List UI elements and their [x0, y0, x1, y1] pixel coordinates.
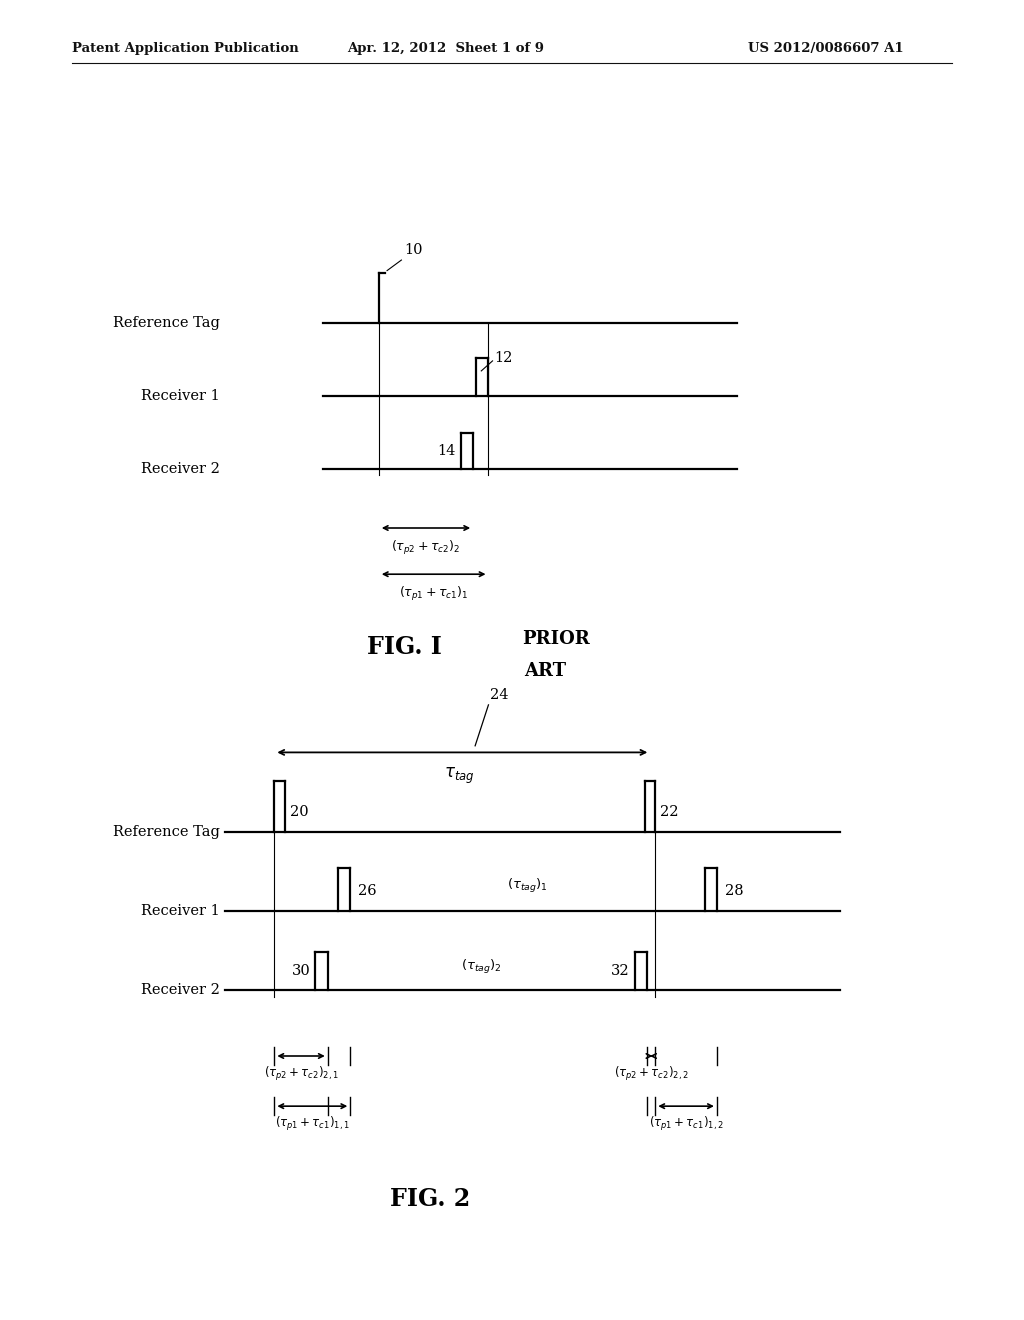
Text: PRIOR: PRIOR — [522, 630, 590, 648]
Text: 28: 28 — [725, 883, 743, 898]
Text: 22: 22 — [660, 804, 679, 818]
Text: Apr. 12, 2012  Sheet 1 of 9: Apr. 12, 2012 Sheet 1 of 9 — [347, 42, 544, 55]
Text: $(\tau_{p2}+\tau_{c2})_{2,2}$: $(\tau_{p2}+\tau_{c2})_{2,2}$ — [614, 1065, 688, 1084]
Text: $(\tau_{p1}+\tau_{c1})_1$: $(\tau_{p1}+\tau_{c1})_1$ — [399, 585, 468, 603]
Text: $(\tau_{p1}+\tau_{c1})_{1,2}$: $(\tau_{p1}+\tau_{c1})_{1,2}$ — [649, 1115, 723, 1134]
Text: 20: 20 — [290, 804, 308, 818]
Text: Reference Tag: Reference Tag — [114, 825, 220, 838]
Text: Receiver 1: Receiver 1 — [141, 904, 220, 917]
Text: 12: 12 — [495, 351, 513, 366]
Text: Reference Tag: Reference Tag — [114, 317, 220, 330]
Text: 24: 24 — [490, 688, 509, 702]
Text: Patent Application Publication: Patent Application Publication — [72, 42, 298, 55]
Text: Receiver 1: Receiver 1 — [141, 389, 220, 403]
Text: US 2012/0086607 A1: US 2012/0086607 A1 — [748, 42, 903, 55]
Text: $(\tau_{tag})_2$: $(\tau_{tag})_2$ — [461, 958, 502, 977]
Text: 14: 14 — [437, 444, 456, 458]
Text: $(\tau_{p2}+\tau_{c2})_2$: $(\tau_{p2}+\tau_{c2})_2$ — [391, 539, 461, 557]
Text: $(\tau_{p1}+\tau_{c1})_{1,1}$: $(\tau_{p1}+\tau_{c1})_{1,1}$ — [275, 1115, 349, 1134]
Text: ART: ART — [524, 661, 566, 680]
Text: 26: 26 — [358, 883, 377, 898]
Text: $(\tau_{p2}+\tau_{c2})_{2,1}$: $(\tau_{p2}+\tau_{c2})_{2,1}$ — [264, 1065, 338, 1084]
Text: 30: 30 — [292, 965, 310, 978]
Text: 32: 32 — [611, 965, 630, 978]
Text: FIG. 2: FIG. 2 — [390, 1187, 470, 1210]
Text: Receiver 2: Receiver 2 — [141, 462, 220, 475]
Text: FIG. I: FIG. I — [367, 635, 442, 659]
Text: 10: 10 — [404, 243, 423, 257]
Text: $\tau_{tag}$: $\tau_{tag}$ — [444, 766, 475, 785]
Text: Receiver 2: Receiver 2 — [141, 983, 220, 997]
Text: $(\tau_{tag})_1$: $(\tau_{tag})_1$ — [507, 876, 548, 895]
